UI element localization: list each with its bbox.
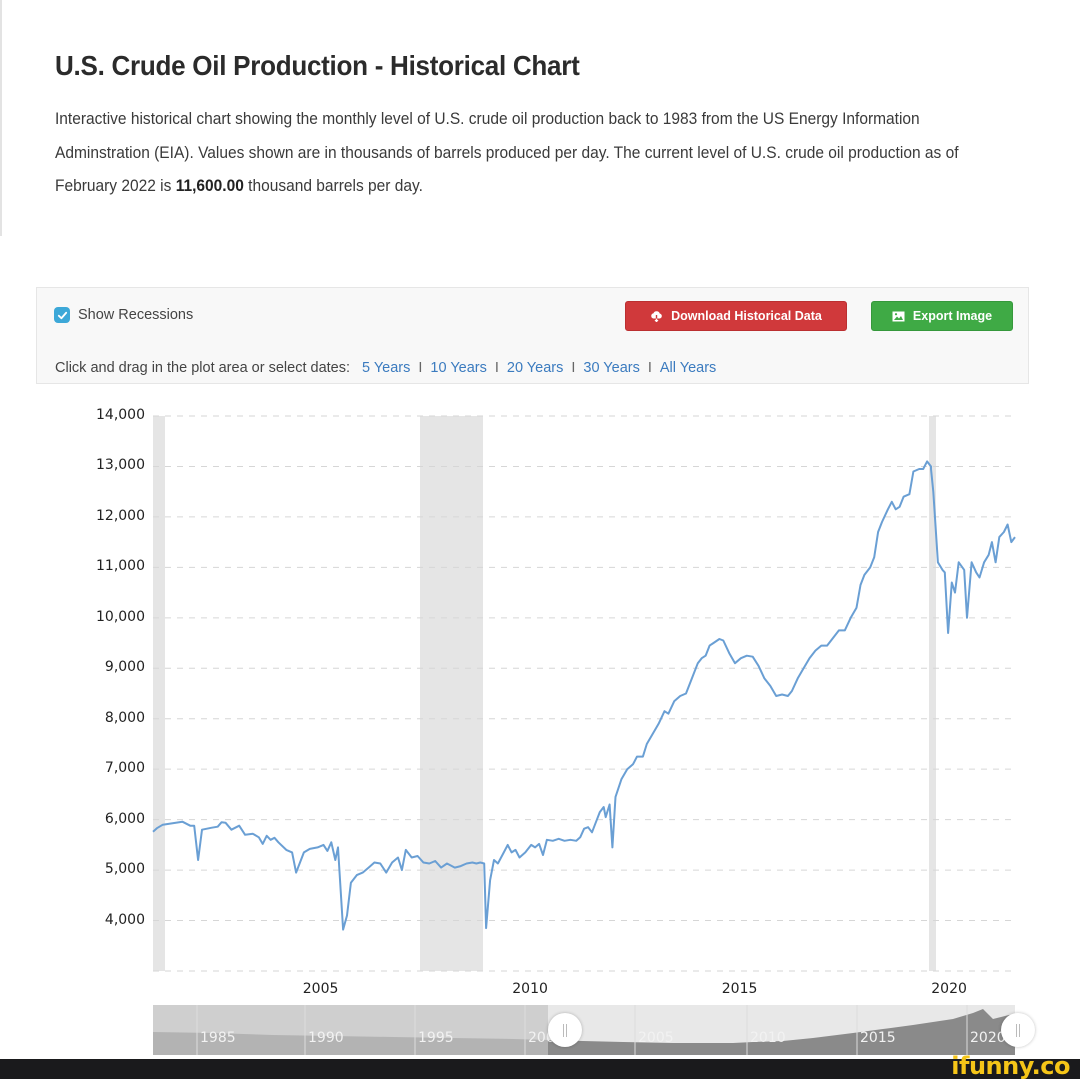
navigator-year-label: 1990 [308, 1030, 344, 1046]
recession-band [929, 416, 936, 971]
range-separator: I [494, 360, 499, 376]
cloud-download-icon [651, 311, 662, 322]
chart-controls-panel: Show Recessions Download Historical Data… [36, 287, 1029, 384]
range-separator: I [571, 360, 576, 376]
production-line [152, 460, 1016, 931]
range-separator: I [418, 360, 423, 376]
download-historical-data-button[interactable]: Download Historical Data [625, 301, 847, 331]
navigator-left-handle[interactable] [548, 1013, 582, 1047]
range-20-years[interactable]: 20 Years [506, 360, 564, 376]
range-prompt: Click and drag in the plot area or selec… [55, 360, 350, 376]
navigator-year-label: 2020 [970, 1030, 1006, 1046]
navigator-year-label: 2005 [638, 1030, 674, 1046]
watermark-bar [0, 1059, 1080, 1079]
date-range-selector: Click and drag in the plot area or selec… [55, 360, 716, 376]
y-tick-label: 8,000 [104, 709, 145, 726]
range-5-years[interactable]: 5 Years [362, 360, 411, 376]
watermark-logo: ifunny.co [951, 1052, 1070, 1080]
y-tick-label: 4,000 [104, 911, 145, 928]
current-value: 11,600.00 [175, 177, 244, 195]
recession-bands [153, 416, 936, 971]
y-tick-label: 5,000 [104, 861, 145, 878]
show-recessions-label: Show Recessions [78, 307, 194, 323]
range-separator: I [647, 360, 652, 376]
range-navigator[interactable] [153, 1005, 1015, 1055]
page-title: U.S. Crude Oil Production - Historical C… [55, 50, 580, 81]
y-tick-label: 6,000 [104, 810, 145, 827]
x-tick-label: 2010 [512, 981, 548, 997]
x-tick-label: 2005 [302, 981, 339, 997]
navigator-right-handle[interactable] [1001, 1013, 1035, 1047]
image-icon [892, 311, 905, 321]
y-gridlines [153, 415, 1013, 972]
y-tick-label: 13,000 [96, 457, 145, 474]
page-description: Interactive historical chart showing the… [55, 103, 995, 204]
y-tick-label: 10,000 [96, 608, 145, 625]
y-tick-label: 11,000 [96, 558, 145, 575]
recession-band [153, 416, 165, 971]
range-all-years[interactable]: All Years [659, 360, 717, 376]
y-tick-label: 14,000 [96, 407, 145, 423]
description-suffix: thousand barrels per day. [243, 177, 423, 195]
navigator-year-label: 1995 [418, 1030, 454, 1046]
y-tick-label: 7,000 [104, 760, 145, 777]
x-tick-label: 2015 [721, 981, 758, 997]
page-left-border [0, 0, 2, 236]
range-10-years[interactable]: 10 Years [430, 360, 487, 376]
description-text: Interactive historical chart showing the… [55, 110, 959, 195]
recession-band [420, 416, 483, 971]
download-button-label: Download Historical Data [671, 309, 822, 323]
navigator-year-label: 2010 [750, 1030, 786, 1046]
x-tick-label: 2020 [931, 981, 967, 997]
export-button-label: Export Image [912, 309, 993, 323]
navigator-year-label: 1985 [200, 1030, 236, 1046]
recessions-checkbox[interactable] [54, 307, 70, 323]
y-tick-label: 12,000 [96, 507, 145, 524]
range-30-years[interactable]: 30 Years [583, 360, 640, 376]
navigator-year-label: 2015 [860, 1030, 896, 1046]
export-image-button[interactable]: Export Image [871, 301, 1013, 331]
show-recessions-toggle[interactable]: Show Recessions [54, 307, 193, 323]
y-tick-label: 9,000 [104, 659, 145, 676]
checkmark-icon [57, 311, 67, 319]
